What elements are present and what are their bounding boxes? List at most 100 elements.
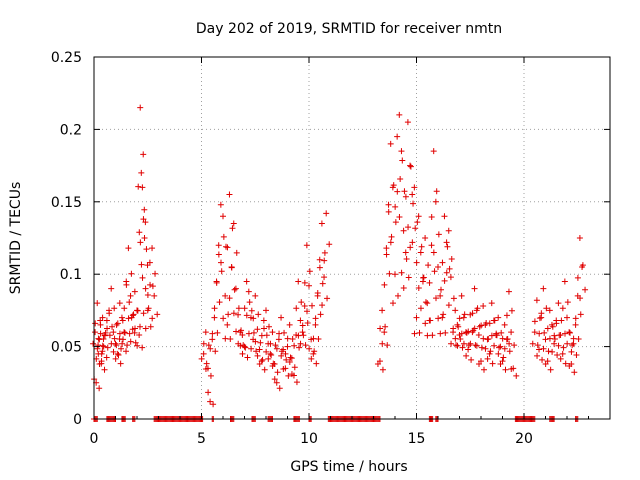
data-point xyxy=(123,281,130,288)
data-point xyxy=(469,329,476,336)
data-point xyxy=(137,104,144,111)
x-tick-label: 15 xyxy=(408,431,426,447)
data-point xyxy=(276,385,283,392)
data-point xyxy=(428,214,435,221)
data-point xyxy=(415,213,422,220)
data-point xyxy=(96,385,103,392)
data-point xyxy=(491,342,498,349)
data-point xyxy=(559,305,566,312)
data-point xyxy=(293,379,300,386)
data-point xyxy=(433,188,440,195)
data-point xyxy=(422,320,429,327)
data-point xyxy=(275,336,282,343)
x-tick-label: 0 xyxy=(90,431,99,447)
data-point xyxy=(152,270,159,277)
data-point xyxy=(267,340,274,347)
data-point xyxy=(432,198,439,205)
data-point xyxy=(551,340,558,347)
data-point xyxy=(252,292,259,299)
data-point xyxy=(488,300,495,307)
data-point xyxy=(502,366,509,373)
data-point xyxy=(407,162,414,169)
data-point xyxy=(422,299,429,306)
data-point xyxy=(542,336,549,343)
data-point xyxy=(224,244,231,251)
data-point xyxy=(453,342,460,349)
data-point xyxy=(116,330,123,337)
data-point xyxy=(431,268,438,275)
data-point xyxy=(533,297,540,304)
data-point xyxy=(224,321,231,328)
data-point xyxy=(564,314,570,321)
data-point xyxy=(114,350,121,357)
data-point xyxy=(447,274,454,281)
data-point xyxy=(471,325,478,332)
data-point xyxy=(137,239,144,246)
data-point xyxy=(243,278,250,285)
data-point xyxy=(489,360,496,367)
data-point xyxy=(318,220,325,227)
data-point xyxy=(147,281,154,288)
data-point xyxy=(314,290,321,297)
data-point xyxy=(490,317,497,324)
data-point xyxy=(139,274,146,281)
data-point xyxy=(245,330,252,337)
data-point xyxy=(301,279,308,286)
data-point xyxy=(321,257,328,264)
data-point xyxy=(437,330,444,337)
data-point xyxy=(92,329,99,336)
data-point xyxy=(144,292,151,299)
data-point xyxy=(472,342,479,349)
y-tick-label: 0 xyxy=(73,412,82,428)
data-point xyxy=(211,305,218,312)
data-point xyxy=(136,332,143,339)
data-point xyxy=(302,342,309,349)
data-point xyxy=(222,335,229,342)
data-point xyxy=(396,111,403,118)
data-point xyxy=(505,288,512,295)
data-point xyxy=(248,307,255,314)
data-point xyxy=(454,342,461,349)
data-point xyxy=(124,342,131,349)
data-point xyxy=(321,249,328,256)
data-point xyxy=(220,315,227,322)
data-point xyxy=(544,325,551,332)
data-point xyxy=(120,336,127,343)
data-point xyxy=(463,352,470,359)
data-point xyxy=(99,314,106,321)
data-point xyxy=(476,323,483,330)
data-point xyxy=(425,262,432,269)
data-point xyxy=(95,342,102,349)
data-point xyxy=(285,372,292,379)
data-point xyxy=(445,227,452,234)
data-point xyxy=(540,285,547,292)
data-point xyxy=(113,321,120,328)
data-point xyxy=(228,264,235,271)
data-point xyxy=(456,315,463,322)
data-point xyxy=(572,321,579,328)
data-point xyxy=(426,279,433,286)
data-point xyxy=(134,342,141,349)
data-point xyxy=(501,345,508,352)
data-point xyxy=(459,344,466,351)
data-point xyxy=(500,354,507,361)
data-point xyxy=(545,348,552,355)
data-point xyxy=(465,328,472,335)
data-point xyxy=(476,360,482,367)
data-point xyxy=(297,317,304,324)
data-point xyxy=(511,342,518,349)
data-point xyxy=(418,243,425,250)
data-point xyxy=(542,360,549,367)
data-point xyxy=(398,148,405,155)
data-point xyxy=(310,335,317,342)
data-point xyxy=(461,311,468,318)
data-point xyxy=(440,311,447,318)
data-point xyxy=(513,372,520,379)
data-point xyxy=(385,201,392,208)
data-point xyxy=(383,245,390,252)
data-point xyxy=(422,235,429,241)
data-point xyxy=(286,321,293,328)
data-point xyxy=(469,310,476,317)
axis-ticks: 0 0.05 0.1 0.15 0.2 0.25 0 5 10 15 20 xyxy=(51,50,610,447)
data-point xyxy=(564,299,571,306)
